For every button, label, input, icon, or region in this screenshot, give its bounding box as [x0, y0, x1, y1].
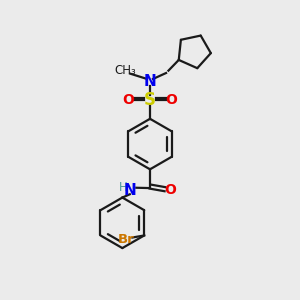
Text: N: N [144, 74, 156, 89]
Text: O: O [164, 183, 176, 197]
Text: O: O [166, 93, 177, 107]
Text: S: S [144, 92, 156, 110]
Text: Br: Br [117, 232, 134, 245]
Text: H: H [119, 181, 128, 194]
Text: N: N [123, 183, 136, 198]
Text: CH₃: CH₃ [115, 64, 136, 77]
Text: O: O [123, 93, 134, 107]
